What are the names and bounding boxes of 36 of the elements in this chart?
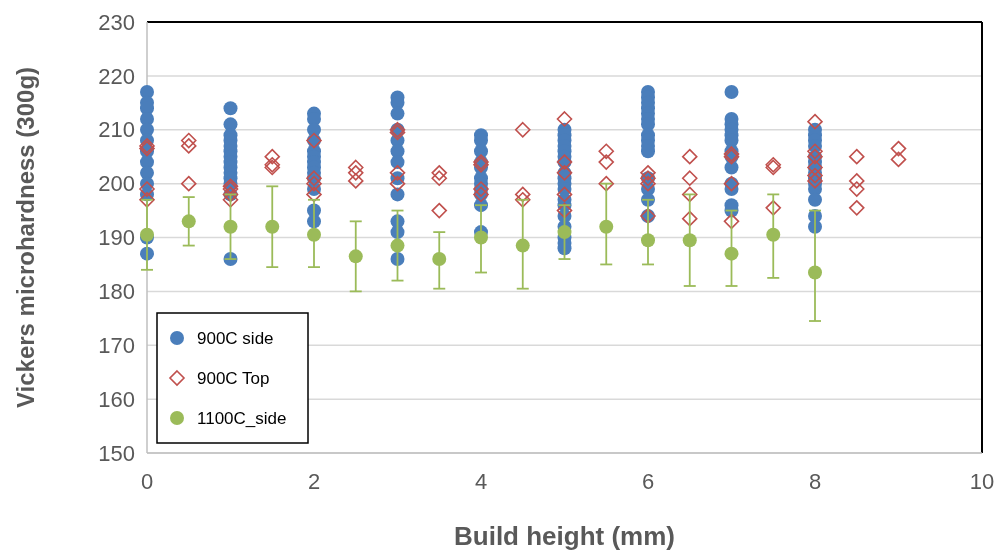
point (181, 214, 196, 229)
y-tick-label: 220 (98, 63, 135, 89)
y-tick-label: 160 (98, 386, 135, 412)
point (474, 230, 488, 245)
y-tick-label: 190 (98, 225, 135, 251)
point (724, 246, 739, 261)
point (557, 225, 572, 240)
x-tick-label: 4 (474, 469, 488, 494)
point (390, 238, 405, 253)
x-tick-label: 6 (641, 469, 655, 494)
point (515, 238, 530, 253)
y-axis-title: Vickers microhardness (300g) (12, 66, 39, 409)
y-tick-label: 200 (98, 171, 135, 197)
legend-label: 900C Top (197, 368, 270, 388)
point (307, 227, 321, 242)
point (682, 233, 697, 248)
x-tick-label: 10 (969, 469, 995, 494)
y-tick-label: 180 (98, 279, 135, 305)
legend-label: 1100C_side (197, 408, 287, 428)
point (223, 219, 238, 234)
point (265, 219, 280, 234)
point (808, 265, 822, 280)
y-tick-label: 210 (98, 117, 135, 143)
legend-label: 900C side (197, 328, 274, 348)
x-axis-title: Build height (mm) (454, 521, 675, 551)
y-tick-label: 150 (98, 440, 135, 466)
point (599, 219, 614, 234)
y-tick-label: 170 (98, 332, 135, 358)
point (766, 227, 781, 242)
point (641, 233, 655, 248)
y-tick-label: 230 (98, 9, 135, 35)
point (348, 249, 363, 264)
x-tick-label: 2 (307, 469, 321, 494)
x-tick-label: 0 (140, 469, 154, 494)
point (432, 252, 447, 267)
x-tick-label: 8 (808, 469, 822, 494)
